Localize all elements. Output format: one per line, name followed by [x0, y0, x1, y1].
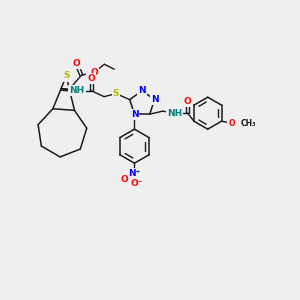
- Text: CH₃: CH₃: [241, 119, 256, 128]
- Text: O: O: [228, 119, 235, 128]
- Text: O: O: [87, 74, 95, 83]
- Text: S: S: [63, 71, 69, 80]
- Text: N: N: [138, 86, 146, 95]
- Text: O: O: [73, 59, 80, 68]
- Text: O: O: [121, 175, 128, 184]
- Text: N⁺: N⁺: [128, 169, 141, 178]
- Text: S: S: [113, 89, 119, 98]
- Text: O⁻: O⁻: [130, 179, 143, 188]
- Text: NH: NH: [70, 86, 85, 95]
- Text: NH: NH: [167, 109, 182, 118]
- Text: N: N: [130, 110, 138, 119]
- Text: N: N: [151, 95, 158, 104]
- Text: O: O: [91, 68, 98, 77]
- Text: O: O: [184, 97, 192, 106]
